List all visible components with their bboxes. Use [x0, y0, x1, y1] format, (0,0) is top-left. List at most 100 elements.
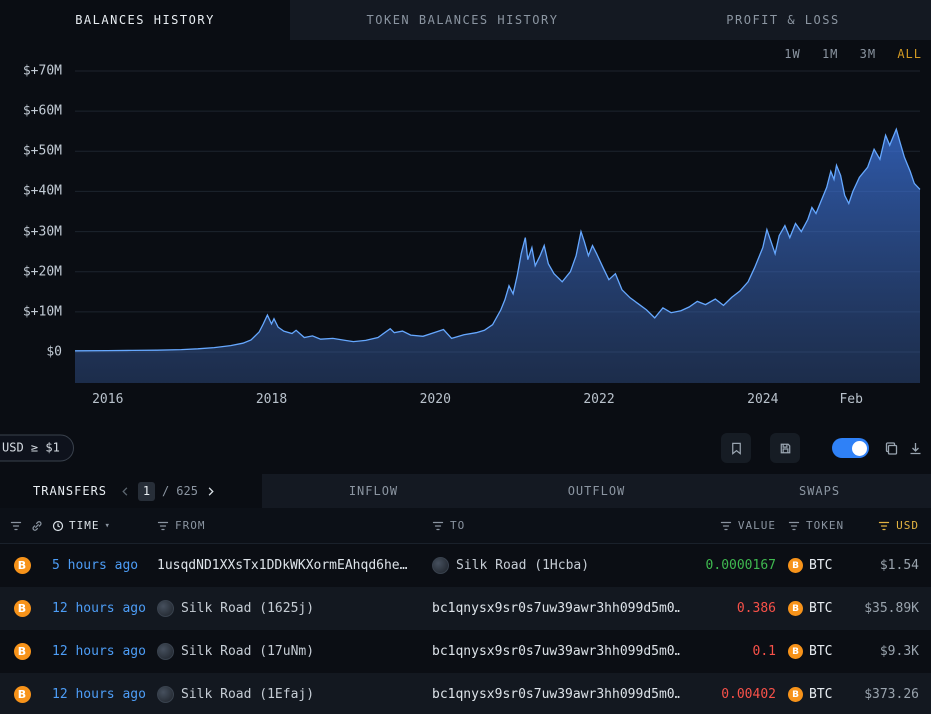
caret-down-icon: ▾ [104, 520, 111, 531]
y-axis-tick: $0 [46, 344, 62, 360]
x-axis-tick: Feb [839, 392, 863, 407]
column-header-usd[interactable]: USD [854, 519, 931, 532]
y-axis-tick: $+20M [22, 264, 62, 280]
link-icon[interactable] [31, 520, 43, 532]
page-total: 625 [176, 484, 198, 498]
time-range-selector: 1W 1M 3M ALL [771, 47, 922, 61]
transfer-time[interactable]: 5 hours ago [52, 558, 139, 573]
from-address[interactable]: 1usqdND1XXsTx1DDkWKXormEAhqd6he… [157, 558, 408, 573]
column-header-time[interactable]: TIME ▾ [44, 519, 157, 532]
transfer-token[interactable]: B BTC [776, 558, 854, 573]
filter-icon[interactable] [10, 520, 22, 532]
silk-road-icon [432, 557, 449, 574]
save-button[interactable] [770, 433, 800, 463]
x-axis-tick: 2020 [419, 392, 451, 407]
y-axis-tick: $+70M [22, 63, 62, 79]
transfer-usd: $9.3K [879, 644, 919, 659]
bookmark-button[interactable] [721, 433, 751, 463]
transfer-usd: $1.54 [879, 558, 919, 573]
to-entity[interactable]: Silk Road (1Hcba) [456, 558, 590, 573]
usd-filter-chip[interactable]: USD ≥ $1 [0, 434, 74, 462]
y-axis-tick: $+30M [22, 224, 62, 240]
download-button[interactable] [908, 441, 923, 456]
to-address[interactable]: bc1qnysx9sr0s7uw39awr3hh099d5m0… [432, 644, 680, 659]
range-all[interactable]: ALL [897, 47, 922, 61]
transfer-time[interactable]: 12 hours ago [52, 687, 146, 702]
transfer-value: 0.386 [736, 601, 776, 616]
from-entity[interactable]: Silk Road (1625j) [181, 601, 315, 616]
table-row[interactable]: B 12 hours ago Silk Road (1Efaj) bc1qnys… [0, 673, 931, 714]
transfer-time[interactable]: 12 hours ago [52, 644, 146, 659]
y-axis-tick: $+50M [22, 143, 62, 159]
column-header-value[interactable]: VALUE [680, 519, 776, 532]
column-header-token[interactable]: TOKEN [776, 519, 854, 532]
usd-toggle[interactable] [832, 438, 869, 458]
range-3m[interactable]: 3M [859, 47, 877, 61]
transfers-tabbar: TRANSFERS 1 / 625 INFLOW OUTFLOW SWAPS [0, 474, 931, 508]
clock-icon [52, 520, 64, 532]
y-axis-tick: $+40M [22, 183, 62, 199]
top-tabbar: BALANCES HISTORY TOKEN BALANCES HISTORY … [0, 0, 931, 40]
range-1w[interactable]: 1W [784, 47, 801, 61]
copy-button[interactable] [884, 441, 899, 456]
btc-token-icon: B [788, 558, 803, 573]
transfer-usd: $35.89K [864, 601, 919, 616]
range-1m[interactable]: 1M [821, 47, 839, 61]
table-row[interactable]: B 12 hours ago Silk Road (17uNm) bc1qnys… [0, 630, 931, 673]
tab-swaps[interactable]: SWAPS [798, 484, 841, 498]
table-row[interactable]: B 5 hours ago 1usqdND1XXsTx1DDkWKXormEAh… [0, 544, 931, 587]
transfer-token[interactable]: B BTC [776, 601, 854, 616]
page-number: 1 [138, 481, 156, 501]
table-row[interactable]: B 12 hours ago Silk Road (1625j) bc1qnys… [0, 587, 931, 630]
tab-token-balances-history[interactable]: TOKEN BALANCES HISTORY [366, 13, 559, 27]
filter-icon [878, 520, 890, 532]
transfer-value: 0.00402 [721, 687, 776, 702]
y-axis-tick: $+60M [22, 103, 62, 119]
transfer-time[interactable]: 12 hours ago [52, 601, 146, 616]
page-prev-button[interactable] [120, 486, 131, 497]
tab-balances-history[interactable]: BALANCES HISTORY [0, 0, 290, 40]
tab-outflow[interactable]: OUTFLOW [567, 484, 626, 498]
filter-icon [432, 520, 444, 532]
from-entity[interactable]: Silk Road (1Efaj) [181, 687, 315, 702]
tab-profit-loss[interactable]: PROFIT & LOSS [726, 13, 840, 27]
silk-road-icon [157, 686, 174, 703]
area-chart[interactable] [0, 40, 931, 422]
tab-transfers[interactable]: TRANSFERS [33, 484, 108, 498]
filter-icon [720, 520, 732, 532]
tab-inflow[interactable]: INFLOW [348, 484, 399, 498]
bookmark-icon [729, 441, 744, 456]
transfers-table-header: TIME ▾ FROM TO VALUE TOKEN USD [0, 508, 931, 544]
download-icon [908, 441, 923, 456]
silk-road-icon [157, 600, 174, 617]
balances-history-chart[interactable]: $0 $+10M $+20M $+30M $+40M $+50M $+60M $+70M 20… [0, 40, 931, 422]
pagination: 1 / 625 [120, 481, 216, 501]
column-header-from[interactable]: FROM [157, 519, 432, 532]
y-axis-tick: $+10M [22, 304, 62, 320]
filter-icon [157, 520, 169, 532]
transfers-table-body: B 5 hours ago 1usqdND1XXsTx1DDkWKXormEAh… [0, 544, 931, 714]
filter-icon [788, 520, 800, 532]
column-header-to[interactable]: TO [432, 519, 680, 532]
btc-chain-icon: B [13, 557, 31, 574]
btc-chain-icon: B [13, 643, 31, 660]
x-axis-tick: 2018 [255, 392, 288, 407]
btc-token-icon: B [788, 644, 803, 659]
silk-road-icon [157, 643, 174, 660]
from-entity[interactable]: Silk Road (17uNm) [181, 644, 315, 659]
to-address[interactable]: bc1qnysx9sr0s7uw39awr3hh099d5m0… [432, 687, 680, 702]
x-axis-tick: 2016 [92, 392, 124, 407]
btc-token-icon: B [788, 687, 803, 702]
btc-token-icon: B [788, 601, 803, 616]
save-icon [778, 441, 793, 456]
transfer-value: 0.1 [752, 644, 776, 659]
page-next-button[interactable] [205, 486, 216, 497]
transfer-token[interactable]: B BTC [776, 644, 854, 659]
x-axis-tick: 2022 [583, 392, 615, 407]
x-axis-tick: 2024 [747, 392, 779, 407]
transfer-token[interactable]: B BTC [776, 687, 854, 702]
btc-chain-icon: B [13, 600, 31, 617]
to-address[interactable]: bc1qnysx9sr0s7uw39awr3hh099d5m0… [432, 601, 680, 616]
transfer-usd: $373.26 [864, 687, 919, 702]
page-separator: / [162, 484, 170, 498]
